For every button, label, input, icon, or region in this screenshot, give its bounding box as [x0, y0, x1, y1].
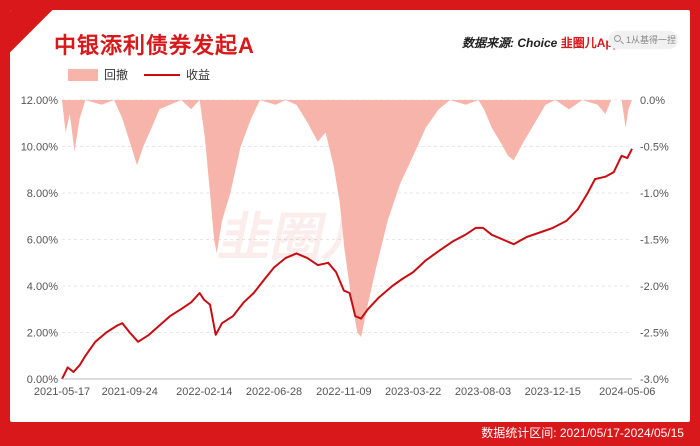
chart-legend: 回撤 收益 — [68, 66, 210, 83]
y-left-tick-label: 6.00% — [27, 235, 58, 247]
y-right-tick-label: -0.5% — [640, 142, 669, 154]
y-right-tick-label: -2.0% — [640, 281, 669, 293]
x-tick-label: 2022-02-14 — [176, 386, 232, 398]
data-range-footer: 数据统计区间: 2021/05/17-2024/05/15 — [481, 426, 684, 440]
y-right-tick-label: -2.5% — [640, 328, 669, 340]
search-placeholder: 1从基得一捏 — [626, 35, 677, 45]
x-tick-label: 2023-12-15 — [525, 386, 581, 398]
y-left-tick-label: 8.00% — [27, 188, 58, 200]
y-left-tick-label: 2.00% — [27, 328, 58, 340]
y-left-tick-label: 0.00% — [27, 374, 58, 386]
x-tick-label: 2022-06-28 — [246, 386, 302, 398]
legend-label-return: 收益 — [186, 68, 211, 82]
return-line — [61, 148, 633, 380]
x-tick-label: 2023-03-22 — [385, 386, 441, 398]
y-left-tick-label: 10.00% — [21, 142, 59, 154]
search-box[interactable]: 1从基得一捏 — [608, 31, 678, 49]
x-tick-label: 2023-08-03 — [455, 386, 511, 398]
y-right-tick-label: -1.5% — [640, 235, 669, 247]
data-source-label: 数据来源: Choice — [462, 36, 558, 50]
legend-label-drawdown: 回撤 — [104, 68, 129, 82]
chart-plot: 韭圈儿0.00%2.00%4.00%6.00%8.00%10.00%12.00%… — [21, 95, 669, 398]
y-left-tick-label: 4.00% — [27, 281, 58, 293]
x-tick-label: 2021-05-17 — [34, 386, 90, 398]
search-icon — [614, 35, 621, 42]
chart-title: 中银添利债券发起A — [54, 33, 255, 58]
data-source-brand: 韭圈儿App — [560, 36, 621, 50]
y-right-tick-label: -1.0% — [640, 188, 669, 200]
y-left-tick-label: 12.00% — [21, 95, 59, 107]
data-source: 数据来源: Choice 韭圈儿App — [462, 34, 620, 51]
legend-swatch-drawdown — [68, 68, 98, 81]
y-right-tick-label: -3.0% — [640, 374, 669, 386]
chart-card: 中银添利债券发起A 数据来源: Choice 韭圈儿App 1从基得一捏 回撤 … — [10, 10, 690, 422]
drawdown-area — [62, 100, 632, 338]
x-tick-label: 2022-11-09 — [316, 386, 371, 398]
x-tick-label: 2021-09-24 — [102, 386, 158, 398]
legend-swatch-return — [144, 73, 181, 76]
x-tick-label: 2024-05-06 — [599, 386, 655, 398]
y-right-tick-label: 0.0% — [640, 95, 665, 107]
